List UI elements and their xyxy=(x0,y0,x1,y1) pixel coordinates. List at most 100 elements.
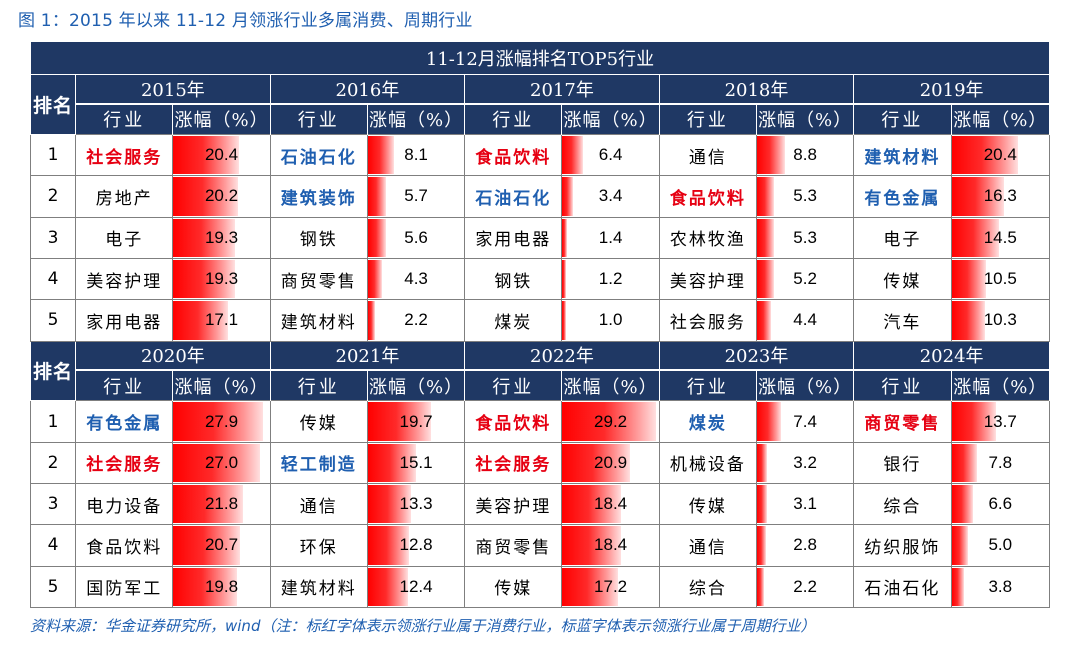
change-value: 17.2 xyxy=(594,576,628,596)
change-bar xyxy=(173,485,244,524)
industry-column-header: 行业 xyxy=(853,370,952,401)
change-bar xyxy=(368,526,410,565)
change-cell: 1.2 xyxy=(561,257,660,301)
change-value: 1.2 xyxy=(598,269,623,289)
year-header: 2019年 xyxy=(853,74,1050,105)
industry-cell: 机械设备 xyxy=(658,441,757,485)
industry-cell: 传媒 xyxy=(269,400,368,443)
industry-cell: 电力设备 xyxy=(75,483,174,526)
change-value: 15.1 xyxy=(399,452,433,472)
industry-cell: 钢铁 xyxy=(269,216,368,259)
industry-column-header: 行业 xyxy=(269,103,368,135)
change-cell: 8.1 xyxy=(366,133,466,177)
change-value: 19.8 xyxy=(204,576,239,596)
change-column-header: 涨幅（%） xyxy=(366,103,466,135)
change-bar xyxy=(562,218,567,257)
change-cell: 21.8 xyxy=(172,483,271,526)
industry-cell: 社会服务 xyxy=(464,441,563,485)
change-value: 18.4 xyxy=(594,494,628,514)
industry-cell: 农林牧渔 xyxy=(658,216,757,259)
industry-cell: 建筑装饰 xyxy=(269,175,368,218)
change-value: 27.9 xyxy=(204,411,239,431)
industry-cell: 商贸零售 xyxy=(853,400,952,443)
change-bar xyxy=(952,135,1018,175)
change-cell: 19.3 xyxy=(172,257,271,301)
industry-cell: 综合 xyxy=(853,483,952,526)
table-row: 3 电力设备 21.8 通信 13.3 美容护理 18.4 传媒 3.1 综合 6.6 xyxy=(29,483,1051,526)
industry-cell: 家用电器 xyxy=(464,216,563,259)
change-bar xyxy=(173,567,237,606)
rank-cell: 2 xyxy=(29,441,77,485)
change-value: 5.3 xyxy=(793,186,817,206)
change-bar xyxy=(562,135,583,175)
industry-cell: 社会服务 xyxy=(658,299,757,342)
change-value: 27.0 xyxy=(204,452,239,472)
change-cell: 5.0 xyxy=(950,524,1051,567)
change-bar xyxy=(952,567,964,606)
change-cell: 19.8 xyxy=(172,565,271,609)
change-value: 1.0 xyxy=(598,310,623,330)
change-bar xyxy=(173,301,229,340)
industry-cell: 传媒 xyxy=(464,565,563,609)
change-bar xyxy=(562,301,566,340)
industry-column-header: 行业 xyxy=(658,370,757,401)
change-value: 5.6 xyxy=(404,227,428,247)
industry-column-header: 行业 xyxy=(853,103,952,135)
change-value: 3.4 xyxy=(598,186,623,206)
change-bar xyxy=(562,485,622,524)
change-value: 20.4 xyxy=(204,145,239,165)
change-bar xyxy=(368,402,432,441)
industry-cell: 商贸零售 xyxy=(464,524,563,567)
change-value: 4.4 xyxy=(793,310,817,330)
year-header: 2023年 xyxy=(658,341,855,372)
change-bar xyxy=(368,135,394,175)
change-bar xyxy=(368,177,387,216)
industry-cell: 石油石化 xyxy=(853,565,952,609)
change-value: 20.7 xyxy=(204,535,239,555)
change-bar xyxy=(368,301,375,340)
change-column-header: 涨幅（%） xyxy=(366,370,466,401)
change-cell: 27.9 xyxy=(172,400,271,443)
change-bar xyxy=(757,402,781,441)
industry-cell: 有色金属 xyxy=(75,400,174,443)
change-value: 3.1 xyxy=(793,494,817,514)
change-bar xyxy=(368,567,408,606)
change-cell: 2.2 xyxy=(755,565,855,609)
rank-cell: 3 xyxy=(29,216,77,259)
change-cell: 29.2 xyxy=(561,400,660,443)
change-bar xyxy=(757,218,775,257)
table-row: 5 国防军工 19.8 建筑材料 12.4 传媒 17.2 综合 2.2 石油石化 3.8 xyxy=(29,565,1051,609)
change-cell: 1.0 xyxy=(561,299,660,342)
change-bar xyxy=(952,301,985,340)
source-note: 资料来源：华金证券研究所，wind（注：标红字体表示领涨行业属于消费行业，标蓝字… xyxy=(30,617,816,635)
change-cell: 5.7 xyxy=(366,175,466,218)
change-bar xyxy=(173,443,261,483)
rank-cell: 5 xyxy=(29,299,77,342)
change-bar xyxy=(173,218,236,257)
change-bar xyxy=(757,177,775,216)
change-cell: 19.7 xyxy=(366,400,466,443)
change-cell: 20.9 xyxy=(561,441,660,485)
change-bar xyxy=(952,443,977,483)
change-bar xyxy=(952,177,1005,216)
industry-cell: 传媒 xyxy=(658,483,757,526)
ranking-table: 11-12月涨幅排名TOP5行业 排名 2015年 2016年 2017年 2018年 2… xyxy=(29,40,1051,609)
change-bar xyxy=(562,402,657,441)
industry-cell: 通信 xyxy=(269,483,368,526)
rank-cell: 1 xyxy=(29,133,77,177)
industry-cell: 石油石化 xyxy=(269,133,368,177)
change-bar xyxy=(952,485,973,524)
change-cell: 15.1 xyxy=(366,441,466,485)
industry-cell: 石油石化 xyxy=(464,175,563,218)
change-cell: 3.8 xyxy=(950,565,1051,609)
industry-cell: 煤炭 xyxy=(658,400,757,443)
industry-column-header: 行业 xyxy=(269,370,368,401)
change-bar xyxy=(562,259,567,299)
change-value: 20.2 xyxy=(204,186,239,206)
year-header: 2017年 xyxy=(464,74,660,105)
table-row: 4 美容护理 19.3 商贸零售 4.3 钢铁 1.2 美容护理 5.2 传媒 10.5 xyxy=(29,257,1051,301)
change-cell: 1.4 xyxy=(561,216,660,259)
table-row: 3 电子 19.3 钢铁 5.6 家用电器 1.4 农林牧渔 5.3 电子 14.5 xyxy=(29,216,1051,259)
change-bar xyxy=(562,443,630,483)
change-column-header: 涨幅（%） xyxy=(950,103,1051,135)
